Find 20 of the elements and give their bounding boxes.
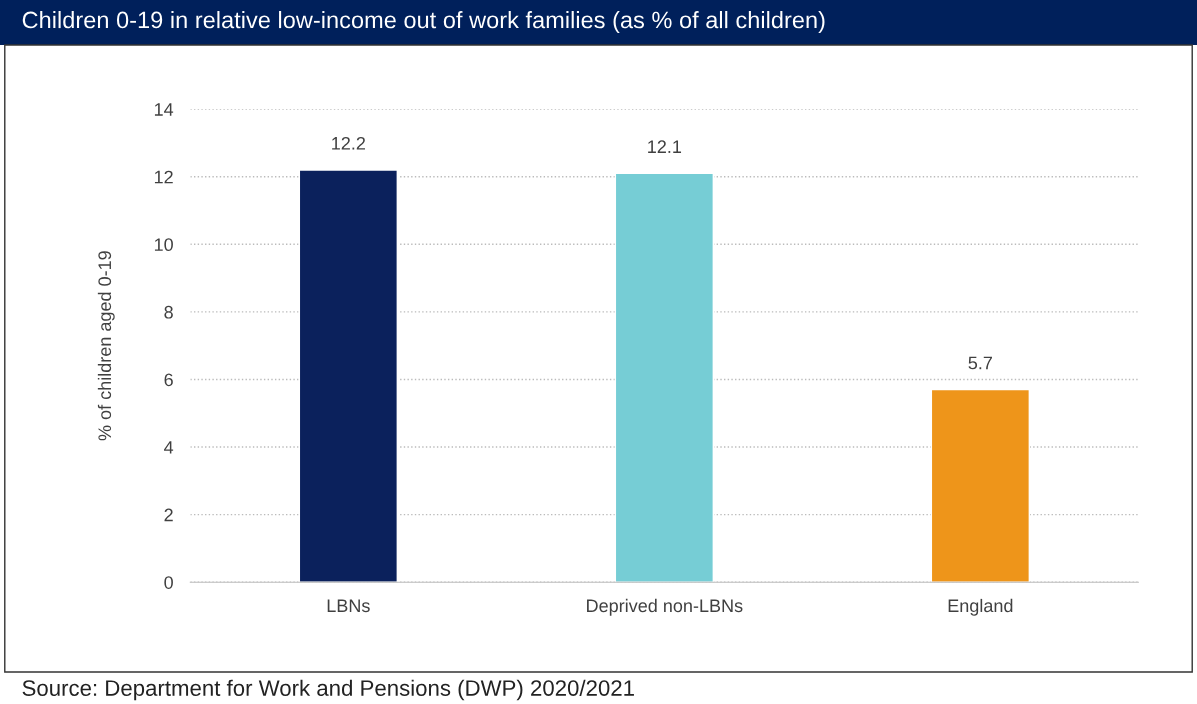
bar <box>614 172 715 583</box>
chart-title: Children 0-19 in relative low-income out of work families (as % of all children) <box>22 11 825 33</box>
data-label: 12.2 <box>332 136 365 150</box>
y-tick-label: 12 <box>154 170 173 184</box>
x-tick-label: LBNs <box>327 599 370 613</box>
data-label: 12.1 <box>648 140 682 153</box>
y-tick-label: 2 <box>164 508 173 522</box>
source-note: Source: Department for Work and Pensions (DWP) 2020/2021 <box>22 679 634 701</box>
bar <box>930 388 1031 583</box>
y-tick-label: 10 <box>154 238 173 252</box>
y-tick-label: 0 <box>164 576 173 589</box>
bar <box>298 169 399 583</box>
y-tick-label: 14 <box>154 103 174 116</box>
y-axis-title: % of children aged 0-19 <box>97 251 115 441</box>
y-tick-label: 4 <box>164 441 174 454</box>
x-tick-label: England <box>948 598 1013 616</box>
y-tick-label: 6 <box>164 373 173 387</box>
y-tick-label: 8 <box>164 305 173 319</box>
data-label: 5.7 <box>968 356 992 370</box>
x-tick-label: Deprived non-LBNs <box>587 598 743 616</box>
